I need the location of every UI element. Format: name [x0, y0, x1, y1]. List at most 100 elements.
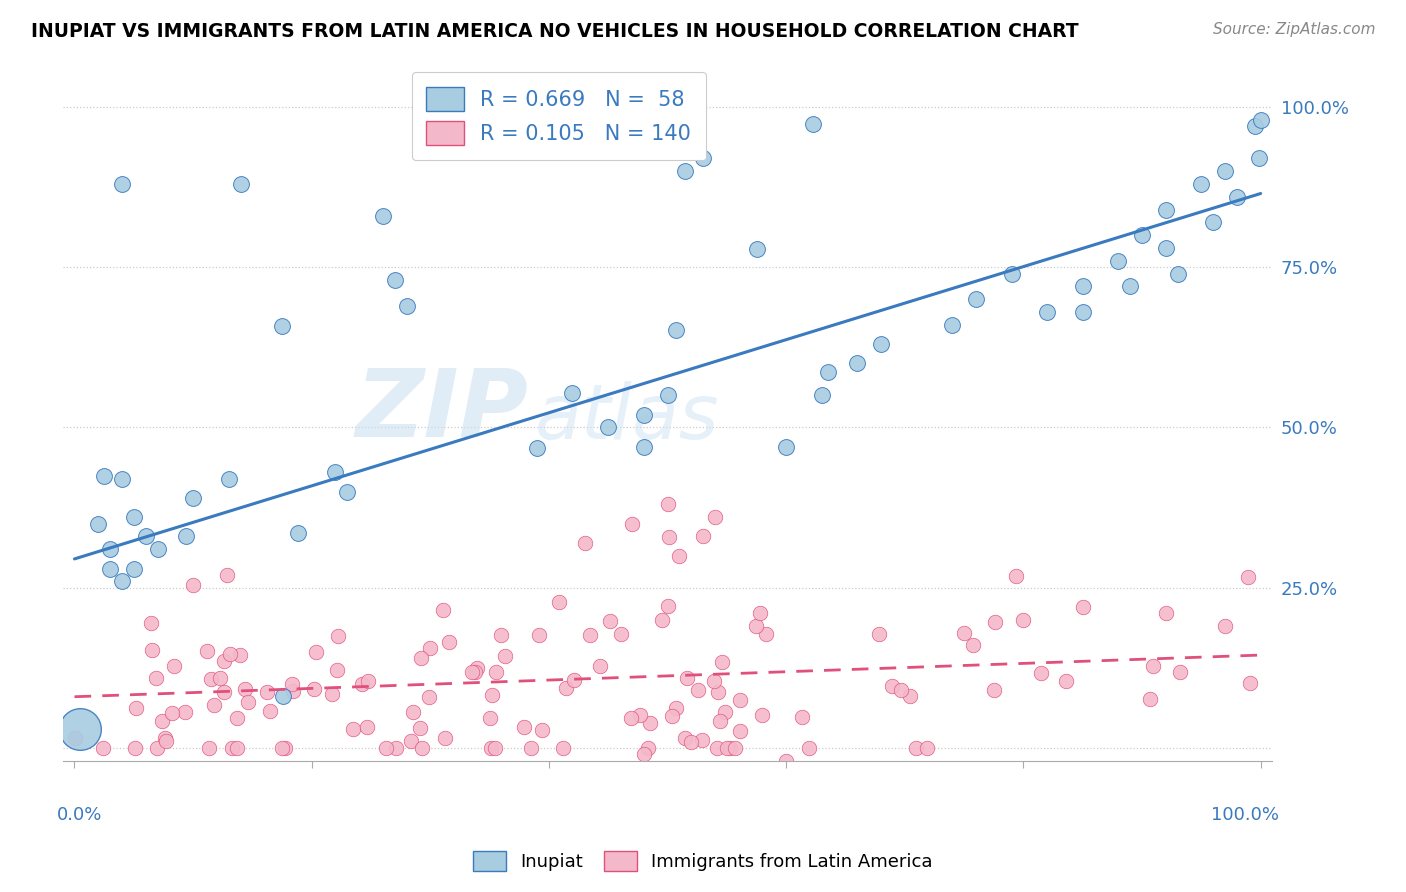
- Point: [411, 741, 433, 756]
- Legend: R = 0.669   N =  58, R = 0.105   N = 140: R = 0.669 N = 58, R = 0.105 N = 140: [412, 72, 706, 160]
- Point: [799, 741, 821, 756]
- Point: [775, 754, 797, 768]
- Point: [790, 710, 813, 724]
- Point: [1071, 599, 1094, 614]
- Point: [728, 693, 751, 707]
- Point: [229, 648, 252, 663]
- Point: [432, 603, 454, 617]
- Point: [1071, 305, 1094, 319]
- Point: [1154, 607, 1177, 621]
- Point: [495, 649, 517, 664]
- Point: [399, 734, 422, 748]
- Point: [599, 615, 621, 629]
- Point: [628, 708, 651, 723]
- Point: [941, 318, 963, 332]
- Point: [200, 672, 222, 686]
- Point: [755, 627, 778, 641]
- Point: [1012, 613, 1035, 627]
- Point: [1142, 658, 1164, 673]
- Point: [633, 440, 655, 454]
- Point: [212, 654, 235, 668]
- Point: [730, 724, 752, 739]
- Point: [547, 595, 569, 609]
- Point: [236, 695, 259, 709]
- Point: [437, 635, 460, 649]
- Point: [69, 722, 91, 736]
- Point: [465, 661, 488, 675]
- Point: [574, 536, 596, 550]
- Point: [1168, 665, 1191, 679]
- Point: [433, 731, 456, 746]
- Point: [326, 629, 349, 643]
- Point: [256, 685, 278, 699]
- Point: [638, 716, 661, 731]
- Legend: Inupiat, Immigrants from Latin America: Inupiat, Immigrants from Latin America: [465, 844, 941, 879]
- Point: [1202, 215, 1225, 229]
- Point: [637, 741, 659, 756]
- Point: [181, 491, 204, 505]
- Point: [1119, 279, 1142, 293]
- Point: [218, 472, 240, 486]
- Point: [664, 700, 686, 714]
- Point: [657, 599, 679, 613]
- Point: [657, 388, 679, 402]
- Point: [710, 655, 733, 669]
- Point: [484, 741, 506, 756]
- Point: [1189, 177, 1212, 191]
- Point: [287, 525, 309, 540]
- Point: [65, 731, 87, 745]
- Point: [751, 708, 773, 723]
- Point: [259, 704, 281, 718]
- Point: [479, 741, 502, 756]
- Point: [681, 734, 703, 748]
- Point: [411, 650, 433, 665]
- Point: [707, 685, 730, 699]
- Point: [1071, 279, 1094, 293]
- Point: [846, 356, 869, 370]
- Point: [651, 613, 673, 627]
- Point: [610, 627, 633, 641]
- Point: [690, 732, 713, 747]
- Point: [589, 658, 612, 673]
- Point: [633, 408, 655, 422]
- Point: [271, 318, 294, 333]
- Point: [225, 741, 247, 756]
- Point: [673, 731, 696, 745]
- Point: [553, 741, 575, 756]
- Point: [579, 628, 602, 642]
- Point: [709, 714, 731, 728]
- Point: [1250, 112, 1272, 127]
- Point: [281, 684, 304, 698]
- Point: [173, 705, 195, 719]
- Point: [692, 529, 714, 543]
- Point: [1213, 164, 1236, 178]
- Point: [375, 741, 398, 756]
- Point: [704, 510, 727, 524]
- Point: [706, 741, 728, 756]
- Point: [384, 273, 406, 287]
- Point: [620, 711, 643, 725]
- Point: [402, 705, 425, 719]
- Point: [527, 627, 550, 641]
- Point: [983, 683, 1005, 698]
- Point: [962, 638, 984, 652]
- Point: [564, 673, 586, 688]
- Point: [163, 659, 186, 673]
- Point: [209, 671, 232, 685]
- Point: [233, 681, 256, 696]
- Point: [197, 644, 219, 658]
- Point: [657, 497, 679, 511]
- Point: [93, 469, 115, 483]
- Point: [371, 209, 394, 223]
- Point: [305, 645, 328, 659]
- Point: [1036, 305, 1059, 319]
- Point: [479, 711, 502, 725]
- Point: [620, 516, 643, 531]
- Point: [692, 151, 714, 165]
- Point: [155, 733, 177, 747]
- Point: [215, 568, 238, 582]
- Point: [675, 671, 697, 685]
- Point: [953, 625, 976, 640]
- Point: [1154, 241, 1177, 255]
- Text: INUPIAT VS IMMIGRANTS FROM LATIN AMERICA NO VEHICLES IN HOUSEHOLD CORRELATION CH: INUPIAT VS IMMIGRANTS FROM LATIN AMERICA…: [31, 22, 1078, 41]
